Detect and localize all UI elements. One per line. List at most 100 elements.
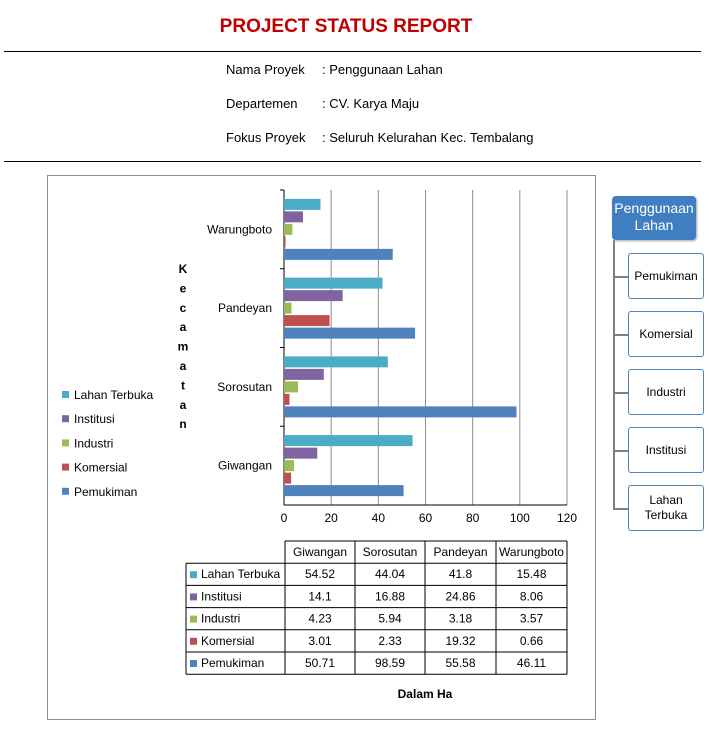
table-header: Warungboto (499, 545, 564, 559)
table-cell: 98.59 (375, 656, 405, 670)
table-cell: 16.88 (375, 589, 405, 603)
table-header: Pandeyan (433, 545, 487, 559)
bar (284, 368, 324, 380)
bar (284, 460, 294, 472)
legend-label: Industri (74, 436, 113, 450)
info-label: Fokus Proyek (226, 130, 306, 145)
legend-swatch (62, 391, 69, 398)
table-row-label: Komersial (201, 634, 254, 648)
bar (284, 223, 293, 235)
sidebar-connector (613, 276, 628, 278)
bar (284, 393, 290, 405)
legend-label: Komersial (74, 461, 127, 475)
x-tick-label: 0 (281, 511, 288, 525)
table-legend-key (190, 615, 197, 623)
table-cell: 4.23 (308, 612, 332, 626)
table-cell: 19.32 (445, 634, 475, 648)
y-axis-title-letter: a (180, 398, 187, 412)
table-header: Sorosutan (363, 545, 418, 559)
table-row-label: Institusi (201, 589, 242, 603)
table-cell: 14.1 (308, 589, 332, 603)
sidebar-item-lahan-terbuka: Lahan Terbuka (628, 485, 704, 531)
sidebar-item-institusi: Institusi (628, 427, 704, 473)
table-cell: 3.01 (308, 634, 332, 648)
table-legend-key (190, 637, 197, 645)
info-value: : Seluruh Kelurahan Kec. Tembalang (322, 130, 534, 145)
sidebar-connector (613, 392, 628, 394)
bar (284, 447, 318, 459)
table-legend-key (190, 660, 197, 667)
sidebar-item-pemukiman: Pemukiman (628, 253, 704, 299)
chart-frame (47, 175, 596, 720)
category-label: Sorosutan (217, 380, 272, 394)
legend-label: Institusi (74, 412, 115, 426)
sidebar-item-komersial: Komersial (628, 311, 704, 357)
table-cell: 5.94 (378, 612, 402, 626)
table-legend-key (190, 593, 197, 601)
bar (284, 435, 413, 447)
legend-label: Lahan Terbuka (74, 388, 154, 402)
table-cell: 8.06 (520, 589, 544, 603)
table-cell: 55.58 (445, 656, 475, 670)
info-row-department: Departemen: CV. Karya Maju (226, 96, 419, 111)
bar (284, 327, 416, 339)
legend-swatch (62, 463, 69, 471)
table-row-label: Pemukiman (201, 656, 264, 670)
top-divider (4, 51, 701, 52)
sidebar-connector-vertical (613, 240, 615, 508)
bottom-divider (4, 161, 701, 162)
table-legend-key (190, 571, 197, 579)
report-title: PROJECT STATUS REPORT (219, 16, 473, 37)
info-value: : CV. Karya Maju (322, 96, 420, 111)
y-axis-title-letter: a (180, 320, 187, 334)
y-axis-title-letter: K (179, 262, 188, 276)
bar (284, 381, 299, 393)
x-tick-label: 20 (324, 511, 338, 525)
y-axis-title-letter: m (178, 340, 189, 354)
table-cell: 46.11 (517, 656, 546, 670)
y-axis-title-letter: e (180, 281, 187, 295)
y-axis-title-letter: a (180, 359, 187, 373)
table-row-label: Industri (201, 612, 240, 626)
info-row-project: Nama Proyek: Penggunaan Lahan (226, 62, 443, 77)
sidebar-item-industri: Industri (628, 369, 704, 415)
x-tick-label: 80 (466, 511, 480, 525)
table-row-label: Lahan Terbuka (201, 567, 281, 581)
y-axis-title-letter: n (179, 417, 186, 431)
sidebar-header: Penggunaan Lahan (612, 196, 696, 240)
bar (284, 315, 330, 327)
bar (284, 277, 383, 289)
table-cell: 3.18 (449, 612, 473, 626)
legend-swatch (62, 415, 69, 423)
y-axis-title-letter: c (180, 301, 187, 315)
bar (284, 211, 304, 223)
x-axis-title: Dalam Ha (398, 687, 453, 701)
bar (284, 248, 393, 260)
bar (284, 236, 286, 248)
category-label: Warungboto (207, 222, 272, 236)
legend-swatch (62, 439, 69, 447)
category-label: Giwangan (218, 459, 272, 473)
x-tick-label: 120 (557, 511, 577, 525)
bar (284, 485, 404, 497)
info-value: : Penggunaan Lahan (322, 62, 443, 77)
table-cell: 15.48 (516, 567, 546, 581)
sidebar-connector (613, 508, 628, 510)
table-cell: 50.71 (305, 656, 335, 670)
bar (284, 290, 343, 302)
y-axis-title-letter: t (181, 378, 185, 392)
category-label: Pandeyan (218, 301, 272, 315)
bar (284, 302, 292, 314)
table-cell: 24.86 (445, 589, 475, 603)
table-cell: 54.52 (305, 567, 335, 581)
legend-swatch (62, 487, 69, 495)
table-cell: 0.66 (520, 634, 544, 648)
x-tick-label: 100 (510, 511, 530, 525)
info-row-focus: Fokus Proyek : Seluruh Kelurahan Kec. Tem… (226, 130, 534, 145)
x-tick-label: 60 (419, 511, 433, 525)
bar (284, 356, 388, 368)
legend-label: Pemukiman (74, 485, 137, 499)
sidebar-connector (613, 334, 628, 336)
table-header: Giwangan (293, 545, 347, 559)
